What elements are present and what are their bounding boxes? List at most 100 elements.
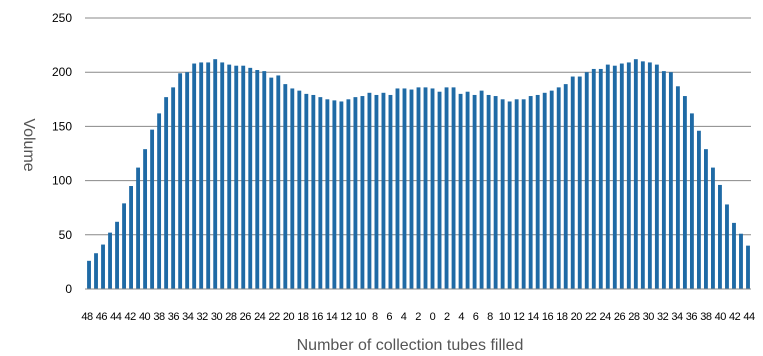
x-tick-label: 38 <box>153 311 165 323</box>
x-tick-label: 44 <box>110 311 122 323</box>
x-tick-label: 14 <box>528 311 540 323</box>
bar <box>164 97 169 289</box>
bar <box>241 65 246 289</box>
x-tick-label: 34 <box>671 311 683 323</box>
bar <box>486 94 491 290</box>
bar <box>640 61 645 289</box>
x-tick-label: 42 <box>729 311 741 323</box>
x-tick-label: 42 <box>125 311 137 323</box>
x-tick-label: 4 <box>458 311 464 323</box>
bar <box>577 76 582 289</box>
x-tick-label: 6 <box>386 311 392 323</box>
bar <box>626 62 631 289</box>
bar <box>444 87 449 289</box>
bar <box>332 100 337 289</box>
bar <box>171 87 176 289</box>
bar <box>157 113 162 289</box>
bar <box>500 99 505 289</box>
bar <box>514 99 519 289</box>
bar <box>374 94 379 290</box>
bar <box>409 89 414 289</box>
bar <box>661 71 666 290</box>
x-tick-label: 22 <box>268 311 280 323</box>
bar <box>437 91 442 290</box>
x-tick-label: 24 <box>254 311 266 323</box>
y-tick-label: 200 <box>52 65 72 79</box>
x-tick-label: 18 <box>556 311 568 323</box>
x-tick-label: 8 <box>372 311 378 323</box>
bar <box>718 184 722 289</box>
bar <box>87 260 91 289</box>
bar <box>570 76 575 289</box>
bar <box>94 253 98 289</box>
bar <box>143 149 148 289</box>
bar <box>465 91 470 290</box>
bar <box>654 64 659 289</box>
bar <box>255 70 260 289</box>
bar <box>178 73 183 289</box>
bar <box>591 68 596 289</box>
bar <box>115 221 119 289</box>
bar <box>725 204 729 289</box>
x-tick-label: 12 <box>513 311 525 323</box>
bar <box>136 167 141 289</box>
bar <box>108 232 112 289</box>
bar <box>451 87 456 289</box>
bar <box>150 129 155 289</box>
bar <box>746 245 750 289</box>
bar <box>647 62 652 289</box>
x-tick-label: 16 <box>542 311 554 323</box>
y-tick-label: 50 <box>59 228 73 242</box>
bar <box>605 64 610 289</box>
bar <box>528 96 533 289</box>
bar <box>563 84 568 290</box>
bar <box>234 65 239 289</box>
bar <box>304 93 309 289</box>
x-tick-label: 46 <box>96 311 108 323</box>
bar <box>423 87 428 289</box>
x-tick-label: 2 <box>415 311 421 323</box>
bar <box>493 96 498 289</box>
bar <box>388 94 393 290</box>
bar <box>739 233 743 289</box>
bar <box>101 244 105 289</box>
x-tick-label: 12 <box>340 311 352 323</box>
x-tick-label: 8 <box>487 311 493 323</box>
bar <box>619 63 624 289</box>
bar <box>297 90 302 289</box>
bar <box>479 90 484 289</box>
y-axis-ticks: 0 50 100 150 200 250 <box>52 11 72 296</box>
bar <box>269 77 274 290</box>
x-tick-label: 38 <box>700 311 712 323</box>
y-tick-label: 0 <box>65 282 72 296</box>
bar <box>711 167 715 289</box>
bar <box>668 72 673 289</box>
bar <box>199 62 204 289</box>
x-tick-label: 32 <box>197 311 209 323</box>
x-tick-label: 30 <box>211 311 223 323</box>
bar <box>276 75 281 289</box>
x-tick-label: 2 <box>444 311 450 323</box>
bar <box>311 94 316 290</box>
x-tick-label: 36 <box>168 311 180 323</box>
bar <box>381 92 386 289</box>
bar <box>206 62 211 289</box>
x-tick-label: 28 <box>628 311 640 323</box>
x-tick-label: 40 <box>139 311 151 323</box>
x-tick-label: 18 <box>297 311 309 323</box>
bar <box>325 99 330 289</box>
bar <box>248 67 253 289</box>
bar <box>675 86 680 289</box>
bar <box>598 68 603 289</box>
bar <box>521 99 526 289</box>
bar <box>732 222 736 289</box>
bar <box>185 72 190 289</box>
bar <box>704 149 708 289</box>
x-tick-label: 26 <box>240 311 252 323</box>
x-axis-title: Number of collection tubes filled <box>297 337 524 354</box>
bar-series <box>87 59 750 290</box>
x-tick-label: 40 <box>715 311 727 323</box>
bar <box>129 186 133 289</box>
y-tick-label: 100 <box>52 174 72 188</box>
bar <box>360 96 365 289</box>
